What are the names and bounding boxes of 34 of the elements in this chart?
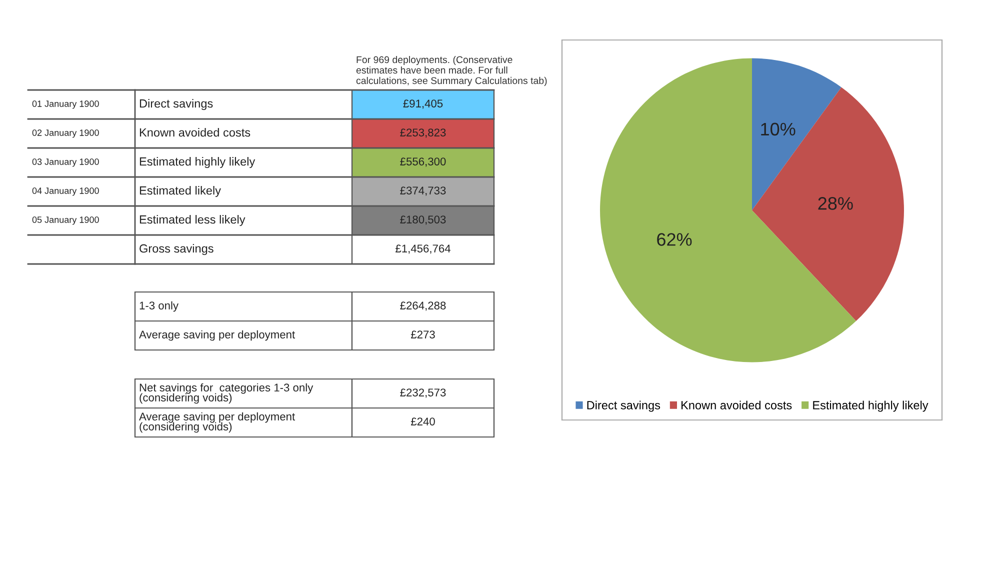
text: £264,288	[400, 302, 446, 311]
text: £556,300	[400, 158, 446, 167]
text: For 969 deployments. (Conservative estimates have been made. For full calculations, see Summary Calculations tab)	[356, 56, 547, 86]
text: £374,733	[400, 186, 446, 196]
text: 03 January 1900	[32, 158, 99, 167]
legend-label: Direct savings	[587, 400, 660, 412]
text: Direct savings	[140, 99, 213, 110]
legend-label: Estimated highly likely	[813, 400, 928, 412]
data-label: 28%	[818, 197, 853, 210]
text: Estimated likely	[140, 186, 221, 198]
data-label: 10%	[761, 122, 796, 136]
text: Average saving per deployment (considering voids)	[139, 412, 295, 433]
text: Estimated highly likely	[140, 156, 256, 168]
text: £232,573	[400, 388, 446, 398]
data-label: 62%	[657, 233, 692, 246]
text: £240	[410, 418, 435, 426]
pie-slice	[600, 58, 856, 362]
text: Average saving per deployment	[139, 330, 295, 341]
text: £1,456,764	[396, 244, 450, 254]
text: £91,405	[403, 100, 443, 109]
text: 05 January 1900	[32, 216, 99, 225]
pie-slice	[752, 87, 904, 322]
text: 04 January 1900	[32, 188, 99, 196]
text: Known avoided costs	[140, 128, 250, 137]
text: £273	[410, 330, 435, 338]
text: Net savings for categories 1-3 only (considering voids)	[140, 383, 314, 404]
text: £253,823	[400, 128, 446, 138]
legend-label: Known avoided costs	[682, 400, 792, 410]
text: Gross savings	[140, 244, 214, 255]
text: 01 January 1900	[32, 100, 99, 109]
text: 1-3 only	[140, 301, 179, 312]
text: Estimated less likely	[140, 215, 246, 226]
text: £180,503	[400, 216, 446, 225]
text: 02 January 1900	[32, 130, 99, 138]
